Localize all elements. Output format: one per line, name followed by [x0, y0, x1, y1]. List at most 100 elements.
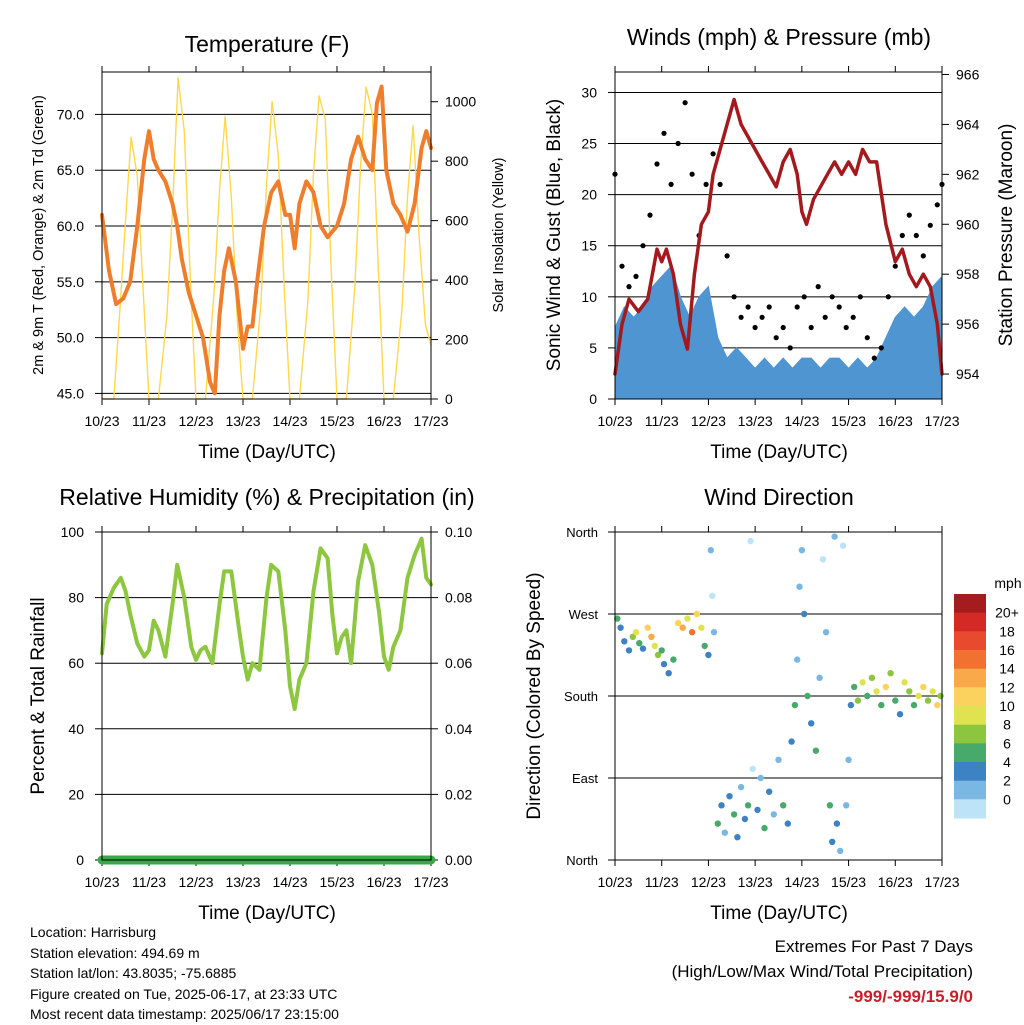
- direction-point: [651, 642, 658, 650]
- direction-point: [882, 683, 890, 691]
- direction-point: [859, 679, 866, 686]
- station-latlon: Station lat/lon: 43.8035; -75.6885: [30, 965, 237, 981]
- y-tick-label-right: 0.08: [445, 590, 472, 606]
- y-tick-label-right: 600: [445, 213, 469, 229]
- direction-point: [754, 806, 761, 814]
- extremes-summary: Extremes For Past 7 Days (High/Low/Max W…: [553, 934, 973, 1009]
- direction-point: [829, 838, 836, 845]
- direction-point: [665, 670, 672, 677]
- direction-point: [747, 537, 754, 545]
- legend-swatch: [954, 687, 986, 707]
- gust-point: [640, 243, 646, 249]
- direction-point: [761, 824, 768, 832]
- direction-point: [679, 624, 686, 631]
- direction-point: [658, 647, 665, 654]
- gust-point: [654, 161, 660, 167]
- direction-point: [822, 629, 830, 636]
- x-tick-label: 16/23: [878, 413, 913, 429]
- direction-point: [654, 651, 662, 659]
- gust-point: [864, 335, 870, 341]
- gust-point: [619, 263, 625, 269]
- direction-point: [929, 688, 936, 695]
- y-tick-label-right: 1000: [445, 94, 476, 110]
- panel-title: Temperature (F): [185, 31, 350, 57]
- legend-swatch: [954, 668, 986, 688]
- panel-4: Wind Direction Time (Day/UTC) Direction (C…: [524, 484, 960, 924]
- direction-point: [833, 820, 841, 827]
- y-tick-label: 0: [589, 391, 597, 407]
- y-tick-label-right: 800: [445, 153, 469, 169]
- plot-frame: [101, 71, 432, 400]
- direction-point: [744, 802, 752, 809]
- legend-swatch: [954, 780, 986, 800]
- legend-label: 8: [1003, 717, 1011, 733]
- legend-swatch: [954, 799, 986, 819]
- series-solar-insolation: [101, 77, 432, 400]
- y-tick-label: North: [566, 853, 598, 868]
- gust-point: [808, 324, 814, 331]
- x-tick-label: 15/23: [831, 413, 866, 429]
- plot-frame: [614, 71, 943, 400]
- direction-point: [705, 651, 712, 659]
- direction-point: [770, 811, 777, 818]
- direction-point: [920, 683, 927, 691]
- x-tick-label: 17/23: [924, 413, 959, 429]
- direction-point: [788, 738, 795, 745]
- x-tick-label: 14/23: [784, 874, 819, 890]
- direction-point: [798, 547, 806, 554]
- gust-point: [892, 263, 898, 269]
- direction-point: [901, 679, 908, 686]
- x-tick-label: 15/23: [319, 413, 354, 429]
- gust-point: [710, 151, 716, 157]
- gust-point: [682, 100, 688, 106]
- gust-point: [850, 314, 856, 320]
- y-axis-label-right: Solar Insolation (Yellow): [491, 157, 507, 312]
- direction-point: [726, 793, 733, 800]
- x-axis-label: Time (Day/UTC): [710, 903, 848, 924]
- panel-3: Relative Humidity (%) & Precipitation (i…: [28, 484, 475, 924]
- y-tick-label: 0: [76, 852, 84, 868]
- direction-point: [915, 692, 922, 700]
- legend-title: mph: [994, 575, 1021, 591]
- gust-point: [787, 345, 793, 351]
- direction-point: [878, 701, 885, 709]
- x-tick-label: 17/23: [413, 874, 448, 890]
- gust-point: [899, 232, 905, 239]
- series-temperature: [100, 84, 433, 396]
- direction-point: [839, 542, 847, 549]
- y-tick-label: 20: [68, 786, 84, 802]
- direction-point: [801, 610, 808, 618]
- y-tick-label: South: [564, 689, 598, 704]
- y-tick-label-right: 0.10: [445, 524, 472, 540]
- x-tick-label: 13/23: [225, 874, 260, 890]
- direction-point: [804, 692, 811, 700]
- direction-point: [831, 533, 838, 540]
- x-axis-label: Time (Day/UTC): [198, 442, 336, 463]
- gust-point: [927, 222, 933, 228]
- direction-point: [698, 624, 705, 631]
- direction-point: [819, 556, 827, 563]
- gust-point: [703, 181, 709, 187]
- gust-point: [633, 273, 639, 279]
- y-tick-label: 30: [581, 84, 597, 100]
- direction-point: [826, 802, 834, 809]
- direction-point: [906, 688, 913, 695]
- legend-swatch: [954, 612, 986, 632]
- y-axis-label: Percent & Total Rainfall: [28, 597, 49, 794]
- direction-point: [934, 701, 941, 709]
- y-tick-label-right: 0: [445, 391, 453, 407]
- gust-point: [759, 314, 765, 320]
- y-tick-label: 50.0: [57, 330, 84, 346]
- y-tick-label-right: 0.00: [445, 852, 472, 868]
- gust-point: [724, 253, 730, 259]
- gust-point: [647, 212, 653, 218]
- direction-point: [873, 688, 880, 695]
- y-tick-label: 60: [68, 655, 84, 671]
- direction-point: [737, 783, 745, 791]
- legend-swatch: [954, 631, 986, 651]
- direction-point: [721, 829, 728, 836]
- direction-point: [617, 624, 624, 631]
- direction-point: [644, 624, 651, 631]
- direction-point: [887, 670, 894, 677]
- direction-point: [794, 656, 801, 663]
